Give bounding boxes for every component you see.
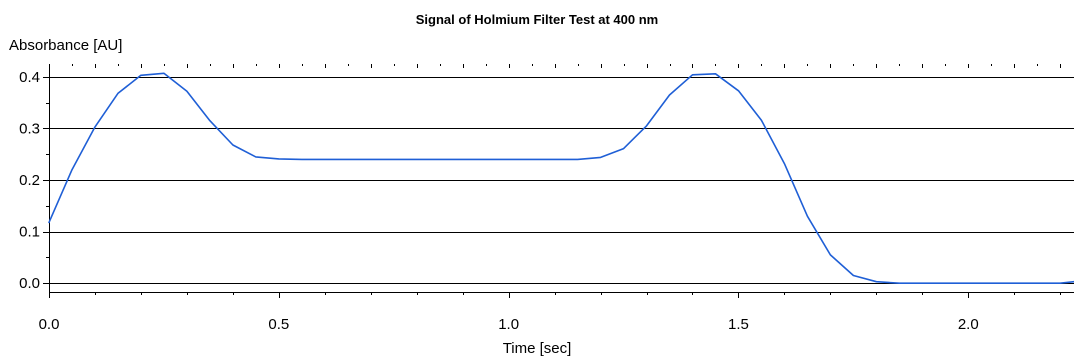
series-lines — [48, 72, 1074, 285]
y-tick-label-0: 0.0 — [19, 275, 40, 292]
ticks — [43, 64, 1061, 298]
y-tick-label-4: 0.4 — [19, 69, 40, 86]
x-tick-label-2: 1.0 — [498, 316, 519, 333]
gridlines — [49, 77, 1074, 284]
y-tick-label-3: 0.3 — [19, 120, 40, 137]
x-tick-label-1: 0.5 — [268, 316, 289, 333]
chart-title: Signal of Holmium Filter Test at 400 nm — [415, 12, 659, 27]
series-line-0 — [48, 72, 1074, 285]
y-tick-label-2: 0.2 — [19, 172, 40, 189]
x-tick-label-0: 0.0 — [39, 316, 60, 333]
x-axis-label: Time [sec] — [502, 340, 572, 357]
x-tick-label-4: 2.0 — [958, 316, 979, 333]
tick-labels: 0.0 0.1 0.2 0.3 0.4 0.0 0.5 1.0 1.5 2.0 — [19, 69, 979, 333]
x-tick-label-3: 1.5 — [728, 316, 749, 333]
y-axis-label: Absorbance [AU] — [9, 37, 123, 54]
axes — [49, 64, 1074, 293]
y-tick-label-1: 0.1 — [19, 224, 40, 241]
